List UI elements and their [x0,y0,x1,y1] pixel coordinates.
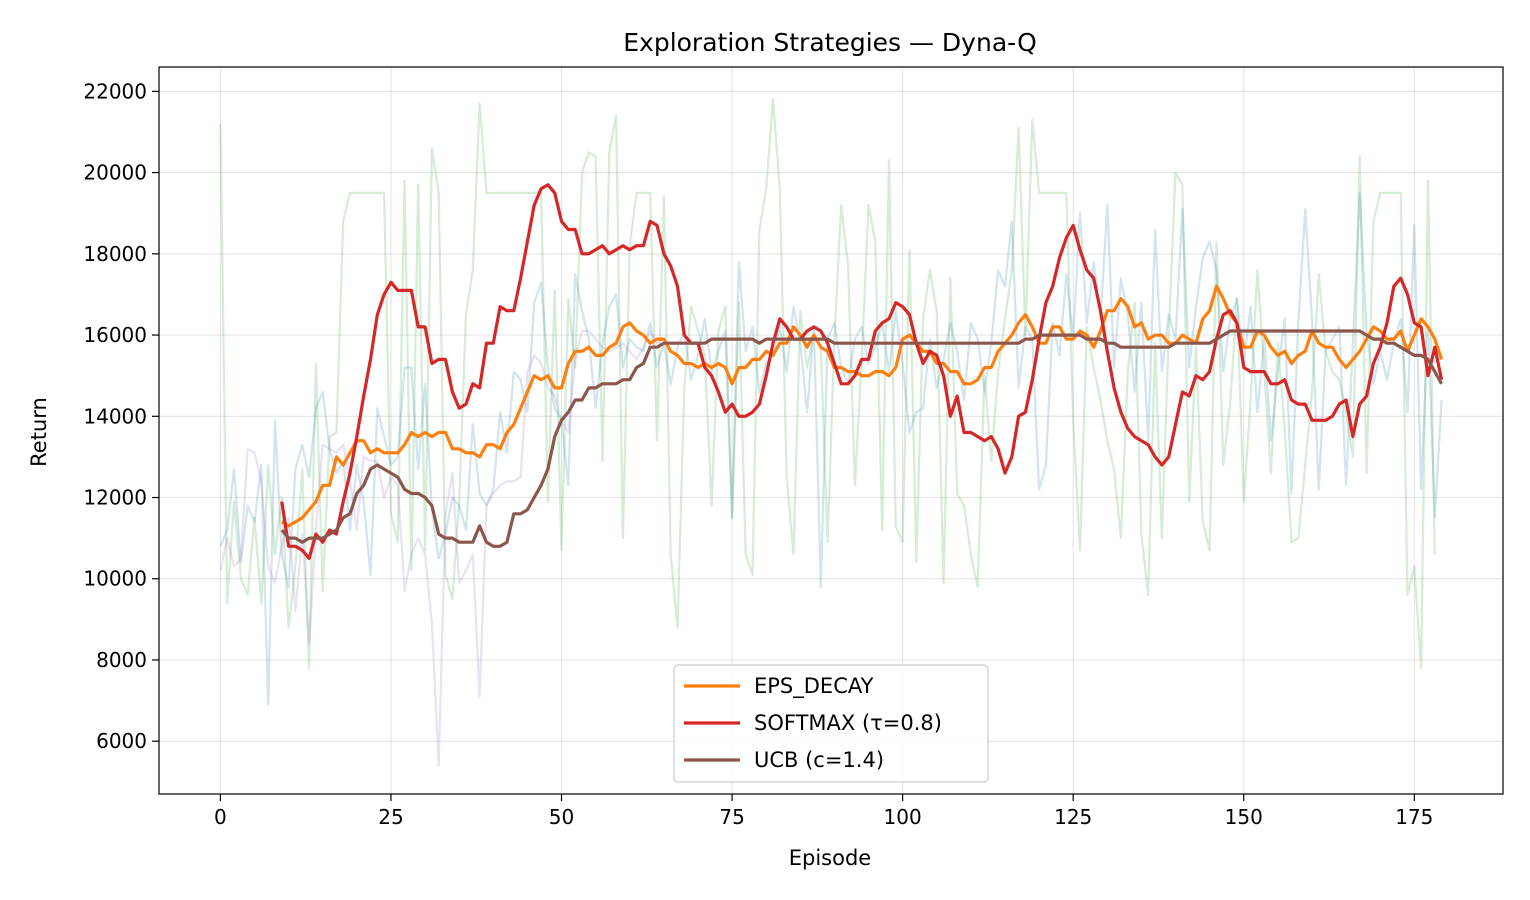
x-tick-label: 175 [1395,805,1433,829]
x-tick-label: 75 [719,805,744,829]
y-tick-label: 8000 [96,648,147,672]
y-axis-label: Return [27,397,51,467]
series-line [280,329,1443,548]
raw-series-line [219,98,1436,670]
x-tick-label: 150 [1225,805,1263,829]
x-tick-label: 125 [1054,805,1092,829]
legend-label: EPS_DECAY [754,674,874,699]
y-tick-label: 14000 [83,404,147,428]
x-axis-ticks: 0 25 50 75 100 125 150 175 [214,794,1433,829]
raw-series-layer [219,98,1443,767]
y-tick-label: 16000 [83,323,147,347]
y-tick-label: 12000 [83,486,147,510]
smoothed-series-layer [280,183,1444,560]
y-tick-label: 6000 [96,729,147,753]
x-axis-label: Episode [789,846,871,870]
y-tick-label: 20000 [83,161,147,185]
plot-frame [158,66,1504,795]
chart-title: Exploration Strategies — Dyna-Q [623,28,1037,57]
raw-series-line [219,329,665,767]
series-line [280,183,1444,560]
series-line [280,284,1444,528]
x-tick-label: 25 [378,805,403,829]
x-tick-label: 0 [214,805,227,829]
y-tick-label: 22000 [83,79,147,103]
raw-series-line [219,191,1443,706]
legend-box [673,664,989,783]
grid [159,67,1503,794]
legend: EPS_DECAY SOFTMAX (τ=0.8) UCB (c=1.4) [673,664,989,783]
y-tick-label: 18000 [83,242,147,266]
y-tick-label: 10000 [83,567,147,591]
legend-label: SOFTMAX (τ=0.8) [754,711,942,735]
y-axis-ticks: 6000 8000 10000 12000 14000 16000 18000 20000 22… [83,79,159,753]
legend-label: UCB (c=1.4) [754,748,884,772]
x-tick-label: 100 [884,805,922,829]
x-tick-label: 50 [549,805,574,829]
